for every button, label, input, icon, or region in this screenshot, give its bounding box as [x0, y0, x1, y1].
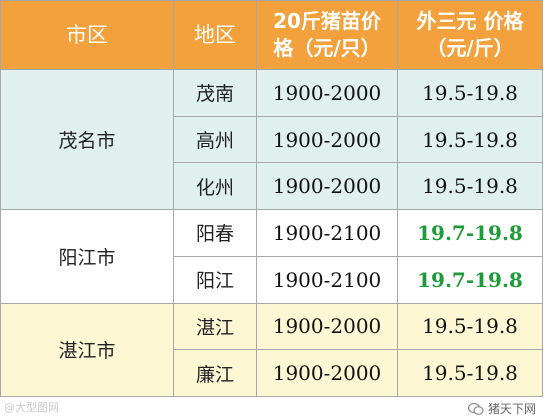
- header-piglet-line2: 格（元/只）: [273, 36, 381, 60]
- city-cell: 湛江市: [0, 302, 174, 398]
- table-row: 廉江 1900-2000 19.5-19.8: [1, 349, 543, 397]
- district-cell: 湛江: [173, 302, 257, 351]
- piglet-price-cell: 1900-2100: [256, 209, 398, 257]
- table-row: 茂名市 茂南 1900-2000 19.5-19.8: [0, 68, 543, 211]
- piglet-price-cell: 1900-2000: [256, 69, 398, 117]
- hog-price-cell: 19.7-19.8: [397, 255, 543, 304]
- district-cell: 阳春: [173, 209, 257, 257]
- district-cell: 化州: [173, 162, 257, 211]
- piglet-price-cell: 1900-2000: [256, 302, 398, 351]
- header-row: 市区 地区 20斤猪苗价 格（元/只） 外三元 价格 （元/斤）: [0, 0, 543, 70]
- header-piglet-price: 20斤猪苗价 格（元/只）: [256, 0, 398, 70]
- district-cell: 茂南: [173, 69, 257, 117]
- header-hog-line1: 外三元 价格: [416, 9, 524, 33]
- table-body: 茂名市 茂南 1900-2000 19.5-19.8 高州 1900-2000 19.5-1…: [0, 68, 543, 398]
- header-city: 市区: [0, 0, 174, 70]
- hog-price-cell: 19.5-19.8: [397, 302, 543, 351]
- price-table: 市区 地区 20斤猪苗价 格（元/只） 外三元 价格 （元/斤） 茂名市 茂南 19…: [0, 0, 543, 398]
- piglet-price-cell: 1900-2000: [256, 115, 398, 164]
- header-piglet-line1: 20斤猪苗价: [273, 9, 381, 33]
- city-cell: 阳江市: [0, 209, 174, 304]
- table-row: 阳江市 阳春 1900-2100 19.7-19.8: [0, 209, 543, 304]
- footer-brand: 猪天下网: [467, 400, 536, 417]
- wechat-icon: [467, 402, 484, 415]
- piglet-price-cell: 1900-2100: [256, 255, 398, 304]
- table-row: 阳江 1900-2100 19.7-19.8: [1, 255, 543, 304]
- table-row: 化州 1900-2000 19.5-19.8: [1, 162, 543, 211]
- table-row: 高州 1900-2000 19.5-19.8: [1, 115, 543, 164]
- district-cell: 廉江: [173, 349, 257, 397]
- hog-price-cell: 19.7-19.8: [397, 209, 543, 257]
- footer-brand-text: 猪天下网: [487, 402, 536, 416]
- header-hog-price: 外三元 价格 （元/斤）: [397, 0, 543, 70]
- district-cell: 高州: [173, 115, 257, 164]
- piglet-price-cell: 1900-2000: [256, 162, 398, 211]
- header-district: 地区: [173, 0, 257, 70]
- table-row: 湛江市 湛江 1900-2000 19.5-19.8: [0, 302, 543, 398]
- hog-price-cell: 19.5-19.8: [397, 115, 543, 164]
- city-cell: 茂名市: [0, 68, 174, 211]
- footer-watermark: @大型图网: [4, 401, 59, 414]
- hog-price-cell: 19.5-19.8: [397, 349, 543, 397]
- header-hog-line2: （元/斤）: [426, 36, 514, 60]
- piglet-price-cell: 1900-2000: [256, 349, 398, 397]
- hog-price-cell: 19.5-19.8: [397, 69, 543, 117]
- district-cell: 阳江: [173, 255, 257, 304]
- hog-price-cell: 19.5-19.8: [397, 162, 543, 211]
